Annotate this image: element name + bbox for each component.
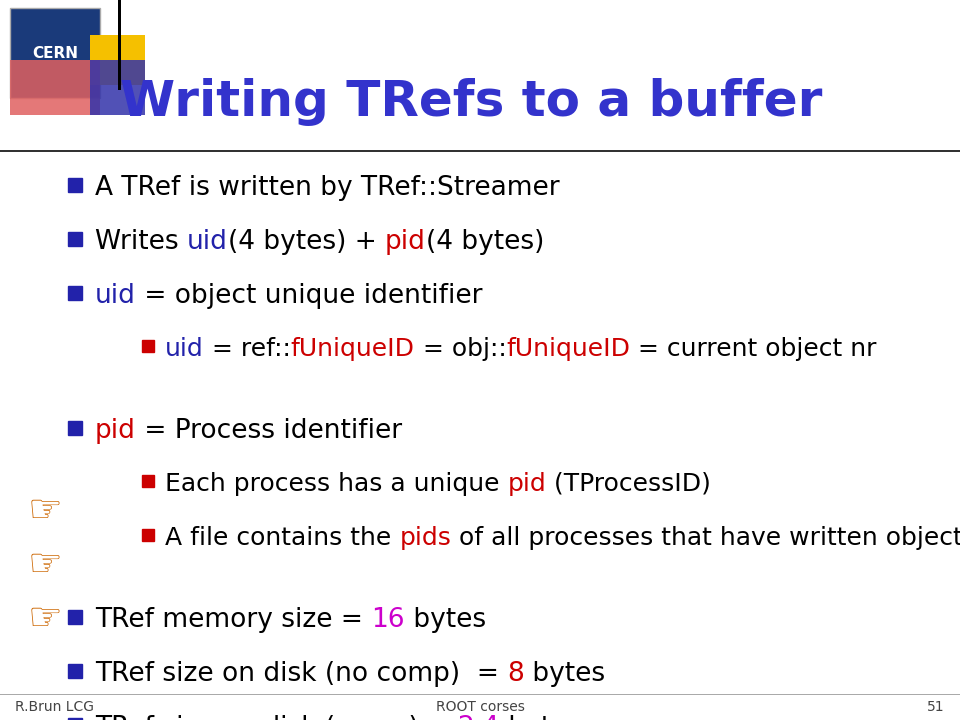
Text: R.Brun LCG: R.Brun LCG [15,700,94,714]
Text: A file contains the: A file contains the [165,526,399,550]
Text: 2.4: 2.4 [458,715,499,720]
Text: bytes: bytes [524,661,605,687]
Bar [0,150,960,152]
Text: pid: pid [95,418,136,444]
Text: (TProcessID): (TProcessID) [546,472,711,496]
Bar [118,0,121,90]
Text: = obj::: = obj:: [415,337,506,361]
Text: ☞: ☞ [28,546,62,584]
Bar [10,60,100,115]
Text: Writes: Writes [95,229,187,255]
Text: CERN: CERN [32,45,78,60]
Text: bytes: bytes [499,715,581,720]
Text: ROOT corses: ROOT corses [436,700,524,714]
Text: = object unique identifier: = object unique identifier [136,283,482,309]
Text: 16: 16 [372,607,405,633]
Text: (4 bytes) +: (4 bytes) + [228,229,385,255]
Text: = current object nr: = current object nr [631,337,876,361]
Text: of all processes that have written objects to it.: of all processes that have written objec… [451,526,960,550]
Text: pid: pid [508,472,546,496]
Bar [0,693,960,695]
Text: = Process identifier: = Process identifier [136,418,402,444]
Text: pids: pids [399,526,451,550]
Bar [90,60,145,115]
Text: ☞: ☞ [28,600,62,638]
Text: (4 bytes): (4 bytes) [426,229,544,255]
Text: 51: 51 [927,700,945,714]
Text: 8: 8 [507,661,524,687]
Text: Each process has a unique: Each process has a unique [165,472,508,496]
Text: TRef size on disk (no comp)  =: TRef size on disk (no comp) = [95,661,507,687]
Text: = ref::: = ref:: [204,337,291,361]
Text: TRef size on disk (comp) =: TRef size on disk (comp) = [95,715,458,720]
Text: bytes: bytes [405,607,486,633]
Bar [90,35,145,85]
Text: A TRef is written by TRef::Streamer: A TRef is written by TRef::Streamer [95,175,560,201]
Text: fUniqueID: fUniqueID [291,337,415,361]
Text: uid: uid [95,283,136,309]
Text: fUniqueID: fUniqueID [506,337,631,361]
Text: uid: uid [165,337,204,361]
Text: Writing TRefs to a buffer: Writing TRefs to a buffer [120,78,823,126]
Bar [10,8,100,98]
Text: pid: pid [385,229,426,255]
Text: TRef memory size =: TRef memory size = [95,607,372,633]
Text: uid: uid [187,229,228,255]
Text: ☞: ☞ [28,492,62,530]
